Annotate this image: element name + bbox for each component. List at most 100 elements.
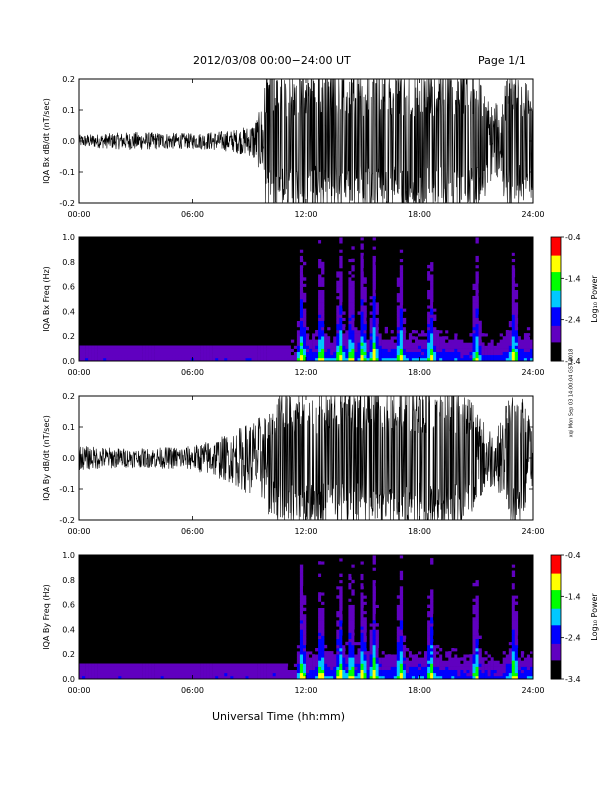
heatmap-cell bbox=[445, 663, 449, 667]
heatmap-cell bbox=[448, 357, 452, 362]
heatmap-cell bbox=[351, 323, 355, 328]
heatmap-cell bbox=[514, 339, 519, 343]
heatmap-cell bbox=[245, 666, 249, 670]
heatmap-cell bbox=[342, 317, 346, 321]
heatmap-cell bbox=[363, 666, 367, 670]
colorbar-tick-label: -3.4 bbox=[565, 675, 581, 684]
heatmap-cell bbox=[303, 648, 307, 652]
heatmap-cell bbox=[393, 663, 398, 667]
heatmap-cell bbox=[526, 660, 531, 664]
colorbar-segment bbox=[551, 631, 561, 635]
heatmap-cell bbox=[299, 295, 304, 300]
heatmap-cell bbox=[451, 345, 455, 349]
heatmap-cell bbox=[303, 660, 307, 664]
heatmap-cell bbox=[430, 632, 434, 636]
heatmap-cell bbox=[142, 354, 146, 359]
heatmap-cell bbox=[351, 586, 355, 590]
heatmap-cell bbox=[451, 336, 455, 340]
heatmap-cell bbox=[469, 666, 473, 670]
x-tick-label: 12:00 bbox=[294, 368, 317, 377]
heatmap-cell bbox=[345, 345, 349, 349]
heatmap-cell bbox=[175, 666, 180, 670]
heatmap-cell bbox=[511, 280, 516, 284]
heatmap-cell bbox=[339, 663, 343, 667]
heatmap-cell bbox=[430, 323, 434, 328]
heatmap-cell bbox=[402, 354, 407, 359]
heatmap-cell bbox=[387, 348, 391, 352]
heatmap-cell bbox=[109, 672, 113, 677]
heatmap-cell bbox=[315, 351, 319, 356]
heatmap-cell bbox=[106, 663, 110, 667]
heatmap-cell bbox=[318, 672, 322, 677]
heatmap-cell bbox=[306, 651, 310, 655]
heatmap-cell bbox=[372, 339, 376, 343]
heatmap-cell bbox=[136, 669, 140, 674]
heatmap-cell bbox=[445, 654, 449, 658]
heatmap-cell bbox=[430, 292, 434, 297]
heatmap-cell bbox=[157, 672, 161, 677]
heatmap-cell bbox=[293, 657, 298, 661]
heatmap-cell bbox=[336, 314, 340, 318]
heatmap-cell bbox=[415, 348, 419, 352]
heatmap-cell bbox=[339, 660, 343, 664]
heatmap-cell bbox=[212, 669, 216, 674]
y-tick-label: 0.2 bbox=[62, 75, 75, 84]
heatmap-cell bbox=[169, 357, 174, 362]
heatmap-cell bbox=[303, 598, 307, 602]
heatmap-cell bbox=[318, 289, 322, 294]
heatmap-cell bbox=[430, 613, 434, 618]
heatmap-cell bbox=[299, 675, 304, 680]
heatmap-cell bbox=[511, 592, 516, 596]
heatmap-cell bbox=[230, 357, 234, 362]
heatmap-cell bbox=[227, 672, 231, 677]
heatmap-cell bbox=[342, 323, 346, 328]
heatmap-cell bbox=[97, 669, 101, 674]
heatmap-cell bbox=[245, 669, 249, 674]
heatmap-cell bbox=[381, 657, 385, 661]
heatmap-cell bbox=[303, 323, 307, 328]
heatmap-cell bbox=[481, 657, 485, 661]
heatmap-cell bbox=[278, 345, 283, 349]
heatmap-cell bbox=[94, 666, 98, 670]
heatmap-cell bbox=[384, 333, 388, 337]
heatmap-cell bbox=[424, 323, 428, 328]
heatmap-cell bbox=[233, 345, 237, 349]
heatmap-cell bbox=[357, 675, 361, 680]
heatmap-cell bbox=[336, 342, 340, 346]
heatmap-cell bbox=[200, 675, 204, 680]
heatmap-cell bbox=[405, 669, 410, 674]
heatmap-cell bbox=[360, 314, 364, 318]
heatmap-cell bbox=[372, 292, 376, 297]
heatmap-cell bbox=[514, 626, 519, 630]
heatmap-cell bbox=[318, 623, 322, 627]
heatmap-cell bbox=[366, 651, 370, 655]
heatmap-cell bbox=[151, 345, 155, 349]
heatmap-cell bbox=[145, 675, 149, 680]
heatmap-cell bbox=[318, 582, 322, 587]
heatmap-cell bbox=[372, 629, 376, 633]
colorbar-segment bbox=[551, 648, 561, 651]
heatmap-cell bbox=[227, 666, 231, 670]
heatmap-cell bbox=[384, 654, 388, 658]
heatmap-cell bbox=[363, 607, 367, 612]
heatmap-cell bbox=[215, 666, 219, 670]
heatmap-cell bbox=[254, 357, 258, 362]
heatmap-cell bbox=[336, 326, 340, 331]
heatmap-cell bbox=[336, 666, 340, 670]
heatmap-cell bbox=[357, 320, 361, 325]
heatmap-cell bbox=[511, 651, 516, 655]
heatmap-cell bbox=[330, 651, 334, 655]
heatmap-cell bbox=[448, 330, 452, 334]
heatmap-cell bbox=[481, 663, 485, 667]
heatmap-cell bbox=[348, 657, 352, 661]
heatmap-cell bbox=[109, 348, 113, 352]
heatmap-cell bbox=[496, 333, 500, 337]
heatmap-cell bbox=[200, 672, 204, 677]
heatmap-cell bbox=[366, 339, 370, 343]
heatmap-cell bbox=[399, 582, 404, 587]
heatmap-cell bbox=[281, 663, 286, 667]
heatmap-cell bbox=[312, 644, 316, 649]
heatmap-cell bbox=[248, 348, 252, 352]
heatmap-cell bbox=[427, 644, 431, 649]
heatmap-cell bbox=[396, 576, 401, 581]
